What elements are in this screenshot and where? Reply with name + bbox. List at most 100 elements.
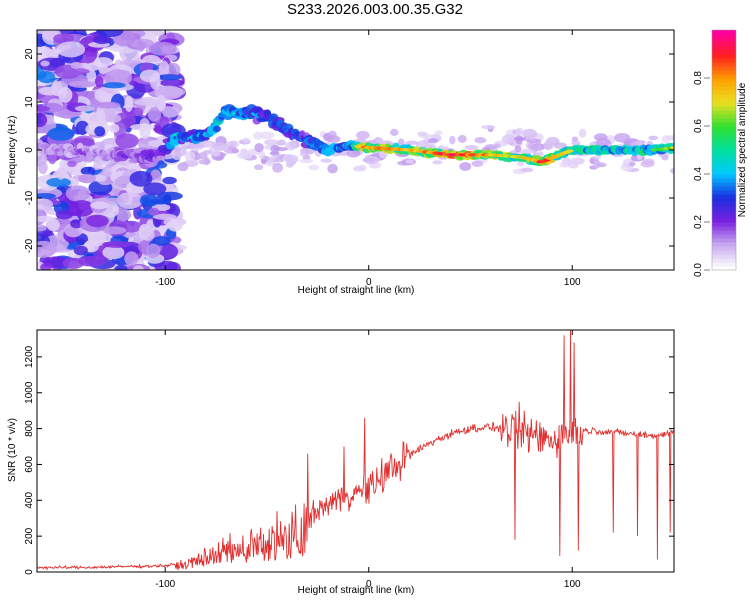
heatmap-cell [55, 210, 74, 220]
heatmap-cell [320, 158, 332, 163]
snr-plot-area [37, 330, 674, 572]
colorbar-segment [712, 70, 736, 75]
heatmap-cell [76, 233, 88, 245]
heatmap-cell [559, 161, 570, 168]
heatmap-cell [152, 236, 171, 246]
snr-y-ticks: 0 200 400 600 800 1000 1200 [24, 345, 674, 575]
heatmap-cell [186, 143, 202, 149]
heatmap-cell [211, 142, 227, 151]
heatmap-cell [326, 135, 341, 143]
colorbar-segment [712, 174, 736, 179]
heatmap-cell [417, 131, 428, 136]
heatmap-cell [405, 159, 414, 164]
colorbar-segment [712, 110, 736, 115]
colorbar-segment [712, 218, 736, 223]
colorbar-segment [712, 38, 736, 43]
heatmap-cell [274, 156, 285, 163]
heatmap-cell [457, 134, 467, 143]
heatmap-cell [93, 57, 113, 68]
heatmap-cell [40, 60, 50, 67]
heatmap-cell [362, 158, 376, 163]
heatmap-cell [148, 42, 178, 56]
spectrogram-y-tick-label: 10 [24, 96, 35, 108]
heatmap-cell [132, 265, 144, 270]
heatmap-cell [519, 148, 534, 155]
heatmap-cell [665, 135, 674, 140]
heatmap-cell [614, 132, 631, 143]
colorbar-ticks: 0.0 0.2 0.4 0.6 0.8 [693, 71, 710, 277]
colorbar-segment [712, 130, 736, 135]
spectrogram-y-tick-label: 20 [24, 48, 35, 60]
colorbar-segment [712, 234, 736, 239]
colorbar-segment [712, 158, 736, 163]
heatmap-cell [104, 69, 132, 87]
heatmap-cell [405, 140, 419, 146]
heatmap-cell [143, 182, 167, 196]
heatmap-cell [177, 162, 189, 172]
heatmap-cell [596, 162, 607, 168]
heatmap-cell [356, 130, 370, 140]
heatmap-cell [77, 255, 106, 267]
colorbar-segment [712, 166, 736, 171]
heatmap-cell [553, 142, 567, 149]
colorbar-segment [712, 46, 736, 51]
heatmap-cell [147, 107, 162, 122]
snr-series-line [37, 330, 674, 571]
heatmap-core-cell [565, 149, 574, 153]
heatmap-cell [148, 207, 160, 216]
colorbar-segment [712, 238, 736, 243]
colorbar-segment [712, 74, 736, 79]
heatmap-cell [158, 60, 170, 77]
heatmap-cell [133, 107, 144, 116]
heatmap-cell [159, 79, 185, 87]
snr-y-tick-label: 0 [24, 569, 35, 575]
heatmap-cell [57, 151, 65, 156]
heatmap-cell [327, 163, 338, 174]
colorbar-segment [712, 186, 736, 191]
colorbar-tick-label: 0.0 [693, 263, 704, 277]
spectrogram-heatmap [37, 30, 674, 270]
colorbar-segment [712, 242, 736, 247]
colorbar-gradient [712, 30, 736, 271]
heatmap-cell [515, 127, 524, 136]
colorbar-tick-label: 0.8 [693, 71, 704, 85]
colorbar-label: Normalized spectral amplitude [737, 82, 748, 217]
colorbar-segment [712, 82, 736, 87]
snr-x-tick-label: -100 [155, 579, 175, 590]
heatmap-cell [94, 126, 106, 137]
colorbar-segment [712, 98, 736, 103]
colorbar-tick-label: 0.6 [693, 119, 704, 133]
heatmap-cell [37, 224, 47, 232]
heatmap-cell [571, 140, 581, 146]
heatmap-cell [97, 101, 121, 109]
heatmap-cell [434, 130, 443, 136]
colorbar-segment [712, 142, 736, 147]
colorbar-segment [712, 182, 736, 187]
spectrogram-x-ticks: -100 0 100 [155, 30, 581, 288]
heatmap-cell [108, 123, 120, 133]
heatmap-cell [174, 146, 187, 157]
heatmap-cell [481, 124, 496, 130]
heatmap-cell [258, 131, 275, 140]
heatmap-cell [284, 154, 299, 164]
colorbar-segment [712, 86, 736, 91]
colorbar-tick-label: 0.4 [693, 167, 704, 181]
colorbar-segment [712, 42, 736, 47]
colorbar-segment [712, 226, 736, 231]
heatmap-cell [272, 162, 284, 173]
heatmap-cell [390, 128, 399, 136]
heatmap-cell [242, 137, 251, 144]
heatmap-cell [70, 61, 81, 70]
heatmap-cell [134, 98, 161, 106]
heatmap-cell [273, 146, 288, 152]
heatmap-cell [299, 158, 314, 164]
colorbar-segment [712, 106, 736, 111]
spectrogram-y-tick-label: 0 [24, 147, 35, 153]
heatmap-cell [114, 264, 128, 270]
snr-line-layer [37, 330, 674, 571]
heatmap-cell [212, 125, 221, 133]
heatmap-cell [69, 200, 95, 217]
heatmap-cell [80, 166, 96, 176]
colorbar-segment [712, 258, 736, 263]
